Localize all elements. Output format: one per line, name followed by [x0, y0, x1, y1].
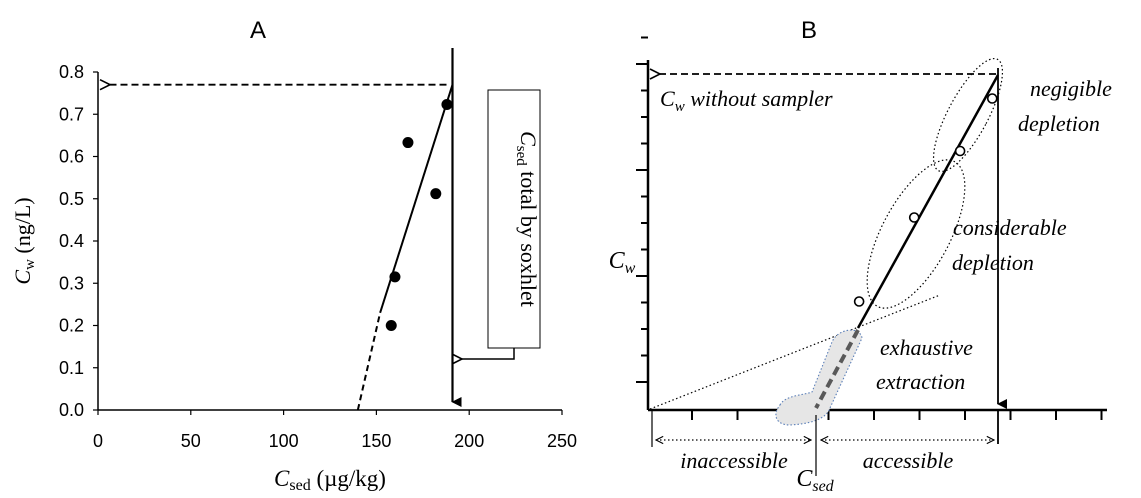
b-x-ticks: [691, 410, 1103, 420]
y-tick-label-4: 0.4: [59, 231, 84, 251]
considerable-depletion-ellipse: [866, 159, 966, 309]
y-axis-label: Cw (ng/L): [10, 197, 38, 284]
exhaustive-label-line2: extraction: [876, 369, 965, 394]
panel-label-a: A: [250, 17, 266, 44]
x-tick-label-2: 100: [269, 431, 299, 451]
y-tick-label-8: 0.8: [59, 62, 84, 82]
b-data-point-0: [853, 296, 865, 307]
x-tick-label-5: 250: [547, 431, 577, 451]
panel-a-marks: [110, 48, 462, 411]
soxhlet-pointer-arrow: [462, 348, 515, 359]
panel-a-x-ticks: 0 50 100 150 200 250: [93, 410, 577, 451]
b-data-point-2: [954, 145, 966, 157]
negligible-depletion-ellipse: [932, 57, 1004, 173]
data-point-4: [441, 99, 453, 111]
b-x-axis-label: Csed: [796, 466, 834, 495]
panel-a: A 0 50 100 150 200 250 0.00.10.20.30.40.50.60…: [10, 17, 577, 494]
y-tick-label-5: 0.5: [59, 189, 84, 209]
exhaustive-region-shape: [775, 329, 863, 426]
soxhlet-annotation-text: Csed total by soxhlet: [513, 131, 541, 307]
data-point-2: [402, 137, 414, 149]
data-point-1: [389, 271, 401, 283]
inaccessible-label: inaccessible: [680, 448, 788, 473]
negligible-label-line2: depletion: [1018, 111, 1100, 136]
accessible-fit-line: [856, 74, 1000, 329]
panel-a-y-ticks: 0.0 0.1 0.2 0.3 0.4 0.5 0.6 0.7 0.8: [59, 62, 98, 420]
cw-without-sampler-label: Cw without sampler: [660, 86, 833, 115]
x-tick-label-3: 150: [361, 431, 391, 451]
considerable-label-line1: considerable: [953, 215, 1067, 240]
y-tick-label-6: 0.6: [59, 147, 84, 167]
panel-b-points: [853, 93, 998, 307]
b-data-point-1: [908, 212, 920, 223]
panel-label-b: B: [801, 17, 817, 44]
considerable-label-line2: depletion: [952, 250, 1034, 275]
b-data-point-3: [986, 93, 998, 104]
x-tick-label-0: 0: [93, 431, 103, 451]
exhaustive-label-line1: exhaustive: [880, 335, 973, 360]
negligible-label-line1: negigible: [1030, 76, 1112, 101]
data-point-0: [385, 320, 397, 331]
data-point-3: [430, 188, 442, 200]
accessible-label: accessible: [863, 448, 954, 473]
y-tick-label-3: 0.3: [59, 273, 84, 293]
exhaustive-dashed-line: [814, 329, 860, 409]
fit-line-extrapolated: [356, 312, 382, 411]
x-tick-label-4: 200: [454, 431, 484, 451]
x-tick-label-1: 50: [181, 431, 201, 451]
panel-b: B Cw Csed Cw without sampler: [609, 17, 1112, 495]
soxhlet-annotation-box: [487, 89, 541, 349]
y-tick-label-0: 0.0: [59, 400, 84, 420]
x-axis-label: Csed (µg/kg): [274, 466, 386, 494]
y-tick-label-7: 0.7: [59, 104, 84, 124]
b-y-ticks: [636, 36, 648, 383]
y-tick-label-2: 0.2: [59, 316, 84, 336]
b-y-axis-label: Cw: [609, 248, 636, 277]
y-tick-label-1: 0.1: [59, 358, 84, 378]
